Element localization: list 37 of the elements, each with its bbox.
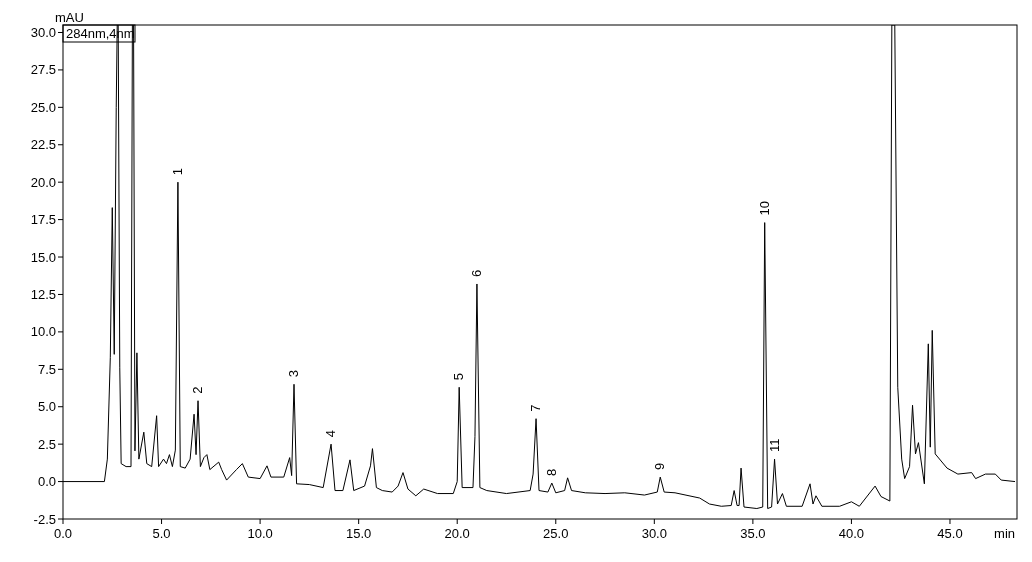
annotation: 11 [766, 438, 782, 453]
x-tick-label: 20.0 [444, 526, 470, 541]
y-tick-label: 12.5 [30, 286, 56, 302]
annotation: 4 [323, 429, 339, 438]
x-tick-label: 40.0 [838, 526, 865, 541]
x-tick-label: 35.0 [740, 526, 766, 541]
y-tick-label: 7.5 [37, 361, 56, 377]
x-tick-label: 5.0 [152, 526, 171, 541]
x-tick-label: 30.0 [641, 526, 667, 541]
y-tick-label: 30.0 [30, 24, 56, 40]
y-tick-label: 17.5 [30, 212, 56, 228]
annotation: 6 [468, 269, 484, 277]
x-tick-label: 15.0 [346, 526, 372, 541]
annotation: 3 [286, 370, 302, 378]
y-axis-title: mAU [55, 10, 84, 25]
annotation: 1 [169, 167, 185, 176]
y-tick-label: 10.0 [30, 324, 56, 340]
annotation: 10 [756, 201, 772, 216]
y-tick-label: 20.0 [30, 174, 56, 190]
annotation: 9 [652, 462, 668, 471]
annotation: 8 [543, 468, 559, 477]
annotation: 7 [528, 404, 544, 412]
y-tick-label: 25.0 [30, 99, 56, 115]
y-tick-label: 2.5 [37, 436, 56, 452]
annotation: 2 [190, 386, 206, 394]
x-tick-label: 0.0 [53, 526, 73, 541]
annotation: 5 [451, 373, 467, 381]
y-tick-label: 0.0 [37, 474, 56, 490]
x-tick-label: 10.0 [247, 526, 273, 541]
y-tick-label: 15.0 [30, 249, 56, 265]
y-tick-label: 27.5 [30, 62, 56, 78]
x-tick-label: 45.0 [937, 526, 963, 541]
y-tick-label: 22.5 [30, 137, 56, 153]
x-tick-label: 25.0 [543, 526, 569, 541]
y-tick-label: -2.5 [33, 511, 56, 527]
y-tick-label: 5.0 [37, 399, 56, 415]
x-axis-title: min [994, 526, 1015, 541]
